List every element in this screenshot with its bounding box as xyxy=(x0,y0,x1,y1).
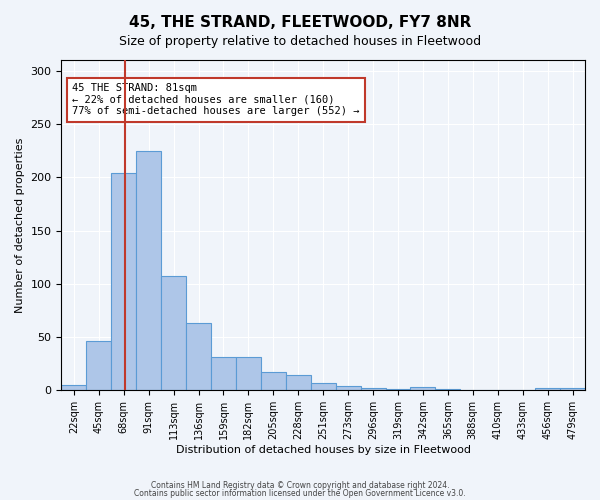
Bar xyxy=(136,150,161,390)
Bar xyxy=(361,388,386,390)
Y-axis label: Number of detached properties: Number of detached properties xyxy=(15,138,25,313)
Bar xyxy=(335,386,361,390)
Text: 45, THE STRAND, FLEETWOOD, FY7 8NR: 45, THE STRAND, FLEETWOOD, FY7 8NR xyxy=(129,15,471,30)
Bar xyxy=(560,388,585,390)
Bar xyxy=(236,358,261,390)
Bar xyxy=(535,388,560,390)
Text: Contains HM Land Registry data © Crown copyright and database right 2024.: Contains HM Land Registry data © Crown c… xyxy=(151,481,449,490)
Bar xyxy=(161,276,186,390)
Bar xyxy=(311,383,335,390)
Bar xyxy=(61,385,86,390)
Text: Size of property relative to detached houses in Fleetwood: Size of property relative to detached ho… xyxy=(119,35,481,48)
Text: Contains public sector information licensed under the Open Government Licence v3: Contains public sector information licen… xyxy=(134,488,466,498)
Bar xyxy=(211,358,236,390)
Bar xyxy=(186,323,211,390)
Bar xyxy=(111,173,136,390)
Bar xyxy=(410,387,436,390)
Bar xyxy=(286,376,311,390)
Bar xyxy=(86,342,111,390)
X-axis label: Distribution of detached houses by size in Fleetwood: Distribution of detached houses by size … xyxy=(176,445,471,455)
Bar xyxy=(261,372,286,390)
Text: 45 THE STRAND: 81sqm
← 22% of detached houses are smaller (160)
77% of semi-deta: 45 THE STRAND: 81sqm ← 22% of detached h… xyxy=(72,83,359,116)
